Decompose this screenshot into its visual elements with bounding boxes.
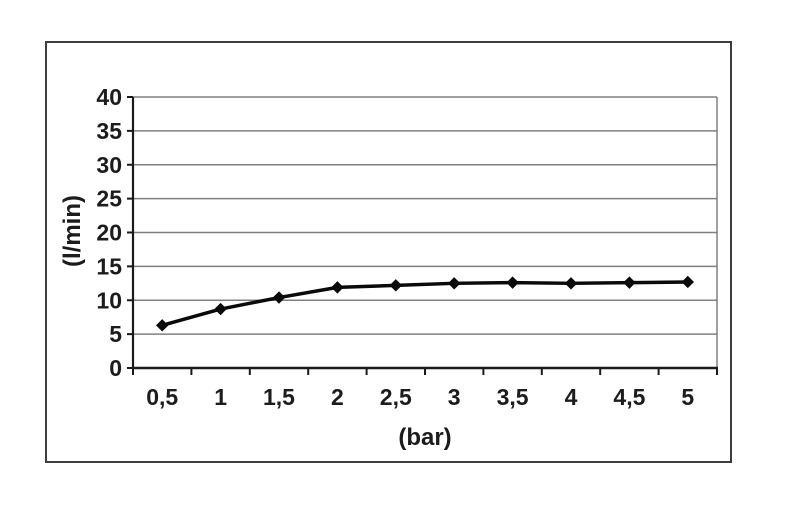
- data-point-marker: [214, 302, 227, 316]
- x-tick-label: 3,5: [497, 384, 529, 410]
- data-point-marker: [506, 276, 519, 289]
- y-tick-label: 40: [96, 84, 122, 110]
- x-tick-label: 4: [565, 384, 578, 410]
- y-tick-label: 15: [96, 253, 122, 279]
- series-layer: [155, 275, 695, 332]
- x-axis-title: (bar): [398, 424, 451, 451]
- data-point-marker: [623, 276, 636, 289]
- x-tick-label: 2,5: [380, 384, 412, 410]
- y-tick-label: 25: [96, 186, 122, 212]
- gridlines-layer: [133, 96, 718, 368]
- series-line: [161, 280, 688, 328]
- y-tick-label: 20: [96, 220, 122, 246]
- axes-layer: [127, 96, 718, 375]
- data-point-marker: [389, 279, 403, 292]
- data-point-marker: [272, 291, 286, 304]
- chart-frame: [45, 41, 732, 463]
- x-tick-label: 2: [331, 384, 344, 410]
- tick-labels-layer: 0 5 10 15 20 25 30 35 40 0,5 1 1,5 2 2,5 3 3,5 4 4,5 5: [96, 84, 694, 410]
- x-tick-label: 3: [448, 384, 461, 410]
- x-tick-label: 5: [681, 384, 694, 410]
- y-tick-label: 10: [96, 287, 122, 313]
- y-tick-label: 0: [109, 355, 122, 381]
- y-tick-label: 5: [109, 321, 122, 347]
- x-tick-label: 4,5: [613, 384, 645, 410]
- y-axis-title: (l/min): [59, 195, 86, 267]
- x-tick-label: 0,5: [146, 384, 178, 410]
- x-tick-label: 1,5: [263, 384, 295, 410]
- x-tick-label: 1: [214, 384, 227, 410]
- y-tick-label: 30: [96, 152, 122, 178]
- y-tick-label: 35: [96, 118, 122, 144]
- data-point-marker: [447, 277, 461, 290]
- data-point-marker: [564, 277, 578, 290]
- data-point-marker: [155, 319, 169, 332]
- data-point-marker: [331, 281, 344, 294]
- data-point-marker: [681, 275, 695, 289]
